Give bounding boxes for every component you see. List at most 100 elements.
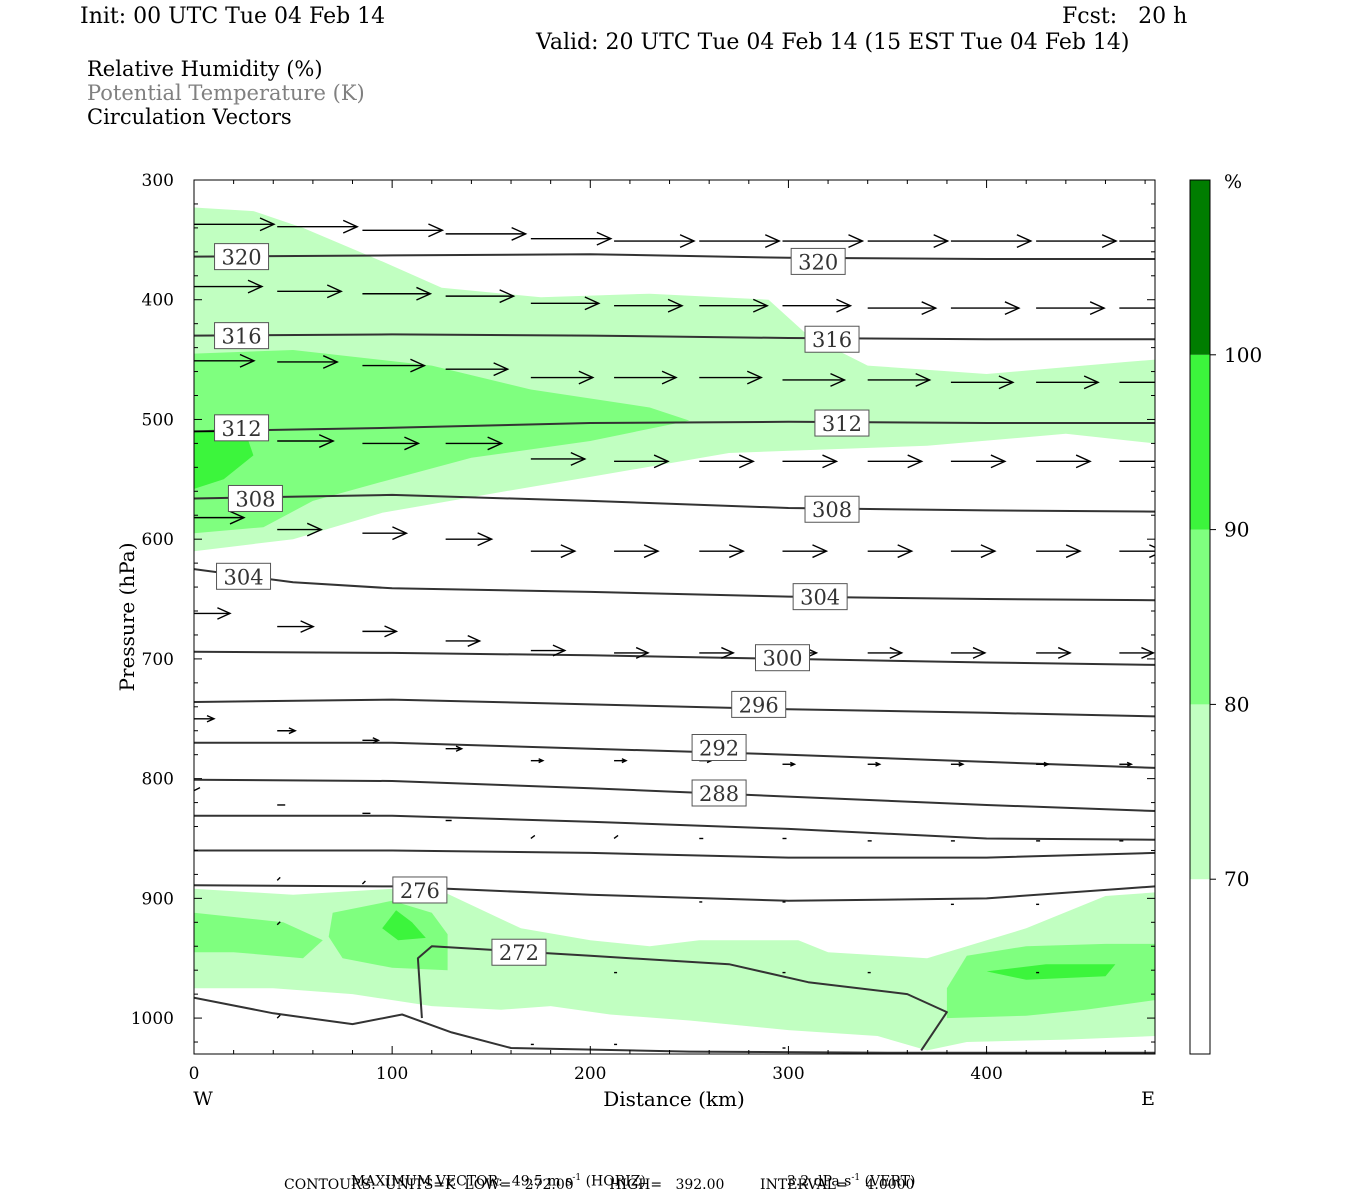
circulation-vector xyxy=(194,217,276,232)
circulation-vector xyxy=(1036,301,1106,316)
circulation-vector xyxy=(530,544,577,559)
valid-time: Valid: 20 UTC Tue 04 Feb 14 (15 EST Tue … xyxy=(536,30,1130,55)
circulation-vector xyxy=(362,358,427,373)
circulation-vector xyxy=(614,758,628,764)
circulation-vector xyxy=(530,834,536,840)
theta-contour-13 xyxy=(194,996,1155,1054)
circulation-vector xyxy=(782,298,853,313)
circulation-vector xyxy=(194,786,201,792)
contour-label-box xyxy=(227,484,283,512)
contour-label: 296 xyxy=(739,693,779,717)
x-axis-title: Distance (km) xyxy=(603,1087,745,1111)
contour-label: 320 xyxy=(222,246,262,270)
circulation-vector xyxy=(867,454,924,469)
contour-label-box xyxy=(216,562,272,590)
circulation-vector xyxy=(362,737,381,744)
circulation-vector xyxy=(277,620,315,633)
circulation-vector xyxy=(614,544,660,559)
theta-contour-316 xyxy=(194,333,1155,341)
circulation-vector xyxy=(614,298,684,313)
max-horiz-exp: -1 xyxy=(572,1173,582,1183)
circulation-vector xyxy=(277,219,359,234)
colorbar-label: 70 xyxy=(1224,867,1249,891)
circulation-vector xyxy=(1036,761,1050,767)
circulation-vector xyxy=(445,634,482,647)
contour-label-box xyxy=(691,734,747,762)
y-tick-label: 500 xyxy=(142,410,174,430)
theta-contour-288 xyxy=(194,778,1155,812)
circulation-vector xyxy=(194,279,264,294)
circulation-vector xyxy=(445,532,494,547)
max-vector-line: MAXIMUM VECTOR: 49.5 m s-1 (HORIZ) xyxy=(342,1157,646,1190)
east-label: E xyxy=(1141,1088,1155,1110)
circulation-vector xyxy=(530,758,545,764)
rh-region-90-100 xyxy=(194,426,254,489)
circulation-vector xyxy=(613,834,619,840)
theta-contour-312 xyxy=(194,420,1155,433)
circulation-vector xyxy=(1119,761,1134,767)
theta-contour-10 xyxy=(194,849,1155,859)
circulation-vector xyxy=(530,370,595,385)
circulation-vector xyxy=(699,646,735,659)
contour-label: 308 xyxy=(235,487,275,511)
colorbar-band xyxy=(1190,704,1210,880)
circulation-vector xyxy=(950,301,1021,316)
axis-layer: 300 400 500 600 700 800 900 1000 0 100 200 300 400 xyxy=(131,171,1155,1084)
circulation-vector xyxy=(277,727,297,735)
rh-region-90-100 xyxy=(986,964,1116,980)
theta-contour-320 xyxy=(194,253,1155,260)
circulation-vector xyxy=(530,296,601,311)
circulation-vector xyxy=(782,234,865,248)
theta-contour-layer xyxy=(194,253,1155,1054)
circulation-vector xyxy=(950,544,997,559)
forecast-hour: Fcst: 20 h xyxy=(1062,4,1188,29)
contour-label-box xyxy=(792,583,848,611)
contour-label-box xyxy=(804,325,860,353)
rh-region-80-90 xyxy=(946,943,1155,1019)
contour-label: 304 xyxy=(800,586,840,610)
contour-label: 272 xyxy=(499,941,539,965)
colorbar-label: 100 xyxy=(1224,343,1262,367)
circulation-vector xyxy=(530,644,567,657)
circulation-vector xyxy=(1119,240,1155,242)
circulation-vector xyxy=(445,745,464,752)
contour-label: 292 xyxy=(699,737,739,761)
plot-frame xyxy=(193,179,1156,1055)
theta-contour-300 xyxy=(194,650,1155,666)
circulation-vector xyxy=(867,761,882,767)
circulation-vector xyxy=(362,625,399,638)
circulation-vector xyxy=(1036,375,1100,390)
circulation-vector xyxy=(276,1014,281,1019)
circulation-vector xyxy=(699,544,745,559)
circulation-vector xyxy=(699,370,763,385)
y-tick-label: 1000 xyxy=(131,1009,174,1029)
circulation-vector xyxy=(782,544,829,559)
colorbar-band xyxy=(1190,354,1210,530)
circulation-vector xyxy=(277,434,335,448)
contour-label-box xyxy=(814,409,870,437)
x-tick-label: 0 xyxy=(189,1064,200,1084)
colorbar: 70 80 90 100 xyxy=(1189,179,1262,1055)
max-vert-value: 3.2 dPa s xyxy=(786,1173,852,1190)
contour-label: 308 xyxy=(812,498,852,522)
circulation-vector xyxy=(614,454,670,469)
theta-contour-9 xyxy=(194,814,1155,841)
max-vert-suffix: (VERT) xyxy=(864,1173,916,1190)
colorbar-unit: % xyxy=(1224,171,1242,193)
circulation-vector xyxy=(277,284,343,299)
circulation-vector xyxy=(699,298,769,313)
circulation-vector xyxy=(1036,234,1118,248)
circulation-vector xyxy=(1119,307,1155,309)
contour-label-box xyxy=(804,495,860,523)
circulation-vector xyxy=(782,761,797,767)
circulation-vector xyxy=(950,375,1015,390)
rh-region-80-90 xyxy=(194,350,690,534)
rh-region-80-90 xyxy=(328,900,448,971)
circulation-vector xyxy=(950,234,1033,248)
init-time: Init: 00 UTC Tue 04 Feb 14 xyxy=(80,4,386,29)
rh-region-80-90 xyxy=(194,912,323,959)
y-tick-label: 600 xyxy=(142,530,174,550)
y-axis-title: Pressure (hPa) xyxy=(115,543,139,692)
circulation-vector xyxy=(699,454,755,469)
